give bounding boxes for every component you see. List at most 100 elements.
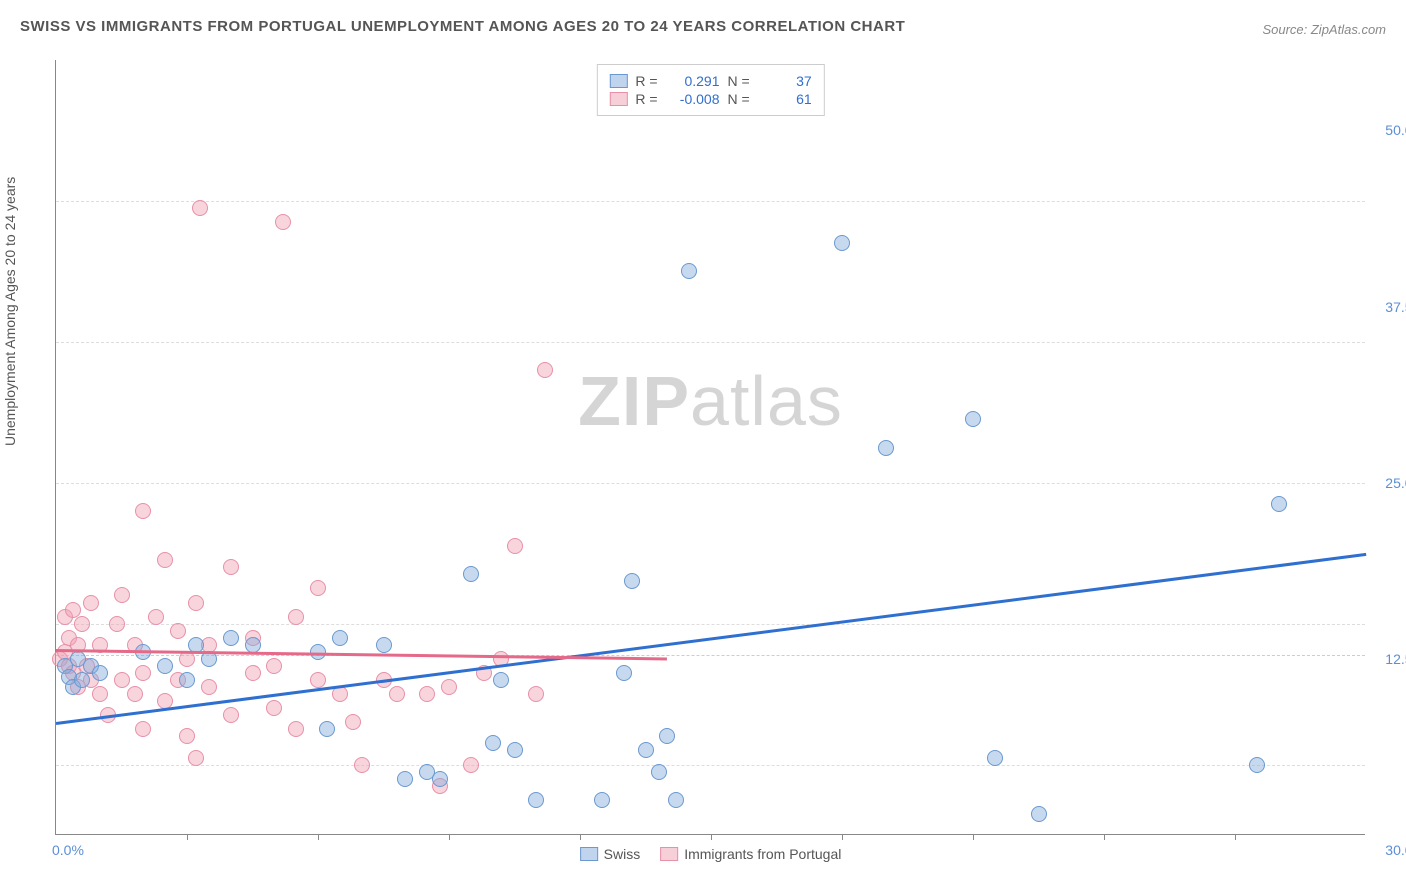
- data-point-portugal: [310, 672, 326, 688]
- data-point-portugal: [135, 665, 151, 681]
- data-point-swiss: [594, 792, 610, 808]
- n-label: N =: [728, 91, 750, 107]
- r-label: R =: [635, 73, 657, 89]
- data-point-portugal: [188, 595, 204, 611]
- y-tick-label: 12.5%: [1385, 651, 1406, 667]
- x-tick-mark: [449, 834, 450, 840]
- data-point-portugal: [109, 616, 125, 632]
- n-label: N =: [728, 73, 750, 89]
- data-point-portugal: [310, 580, 326, 596]
- x-tick-mark: [1104, 834, 1105, 840]
- x-tick-mark: [580, 834, 581, 840]
- data-point-portugal: [528, 686, 544, 702]
- data-point-swiss: [463, 566, 479, 582]
- data-point-swiss: [878, 440, 894, 456]
- grid-line: [56, 765, 1365, 766]
- x-tick-mark: [842, 834, 843, 840]
- legend-label-swiss: Swiss: [604, 846, 641, 862]
- data-point-portugal: [223, 559, 239, 575]
- data-point-portugal: [507, 538, 523, 554]
- data-point-swiss: [74, 672, 90, 688]
- data-point-swiss: [179, 672, 195, 688]
- data-point-portugal: [114, 587, 130, 603]
- data-point-portugal: [83, 595, 99, 611]
- data-point-swiss: [507, 742, 523, 758]
- correlation-legend: R = 0.291 N = 37 R = -0.008 N = 61: [596, 64, 824, 116]
- data-point-portugal: [419, 686, 435, 702]
- data-point-swiss: [1271, 496, 1287, 512]
- grid-line: [56, 624, 1365, 625]
- data-point-swiss: [157, 658, 173, 674]
- watermark-atlas: atlas: [690, 362, 843, 440]
- data-point-swiss: [397, 771, 413, 787]
- swatch-portugal: [660, 847, 678, 861]
- data-point-portugal: [266, 700, 282, 716]
- data-point-portugal: [345, 714, 361, 730]
- data-point-portugal: [288, 721, 304, 737]
- swatch-portugal: [609, 92, 627, 106]
- data-point-swiss: [616, 665, 632, 681]
- data-point-portugal: [201, 679, 217, 695]
- data-point-swiss: [965, 411, 981, 427]
- x-tick-mark: [1235, 834, 1236, 840]
- swatch-swiss: [580, 847, 598, 861]
- swiss-r-value: 0.291: [666, 73, 720, 89]
- data-point-swiss: [376, 637, 392, 653]
- data-point-portugal: [157, 552, 173, 568]
- portugal-n-value: 61: [758, 91, 812, 107]
- data-point-portugal: [223, 707, 239, 723]
- legend-label-portugal: Immigrants from Portugal: [684, 846, 841, 862]
- series-legend: Swiss Immigrants from Portugal: [580, 846, 842, 862]
- x-tick-mark: [318, 834, 319, 840]
- grid-line: [56, 201, 1365, 202]
- data-point-swiss: [1249, 757, 1265, 773]
- data-point-portugal: [188, 750, 204, 766]
- data-point-portugal: [127, 686, 143, 702]
- data-point-swiss: [659, 728, 675, 744]
- data-point-portugal: [354, 757, 370, 773]
- legend-row-portugal: R = -0.008 N = 61: [609, 91, 811, 107]
- data-point-portugal: [441, 679, 457, 695]
- y-tick-label: 25.0%: [1385, 475, 1406, 491]
- plot-area: ZIPatlas R = 0.291 N = 37 R = -0.008 N =…: [55, 60, 1365, 835]
- data-point-portugal: [275, 214, 291, 230]
- x-tick-mark: [973, 834, 974, 840]
- portugal-r-value: -0.008: [666, 91, 720, 107]
- data-point-portugal: [148, 609, 164, 625]
- x-tick-mark: [187, 834, 188, 840]
- data-point-swiss: [681, 263, 697, 279]
- r-label: R =: [635, 91, 657, 107]
- data-point-swiss: [651, 764, 667, 780]
- data-point-portugal: [389, 686, 405, 702]
- watermark-zip: ZIP: [578, 362, 690, 440]
- data-point-portugal: [74, 616, 90, 632]
- swatch-swiss: [609, 74, 627, 88]
- data-point-swiss: [493, 672, 509, 688]
- data-point-swiss: [624, 573, 640, 589]
- data-point-swiss: [319, 721, 335, 737]
- data-point-portugal: [288, 609, 304, 625]
- grid-line: [56, 342, 1365, 343]
- data-point-swiss: [332, 630, 348, 646]
- watermark: ZIPatlas: [578, 361, 843, 441]
- data-point-swiss: [485, 735, 501, 751]
- data-point-portugal: [114, 672, 130, 688]
- data-point-swiss: [834, 235, 850, 251]
- data-point-portugal: [179, 728, 195, 744]
- legend-item-portugal: Immigrants from Portugal: [660, 846, 841, 862]
- data-point-swiss: [1031, 806, 1047, 822]
- data-point-portugal: [135, 721, 151, 737]
- legend-row-swiss: R = 0.291 N = 37: [609, 73, 811, 89]
- data-point-portugal: [245, 665, 261, 681]
- data-point-swiss: [668, 792, 684, 808]
- chart-frame: ZIPatlas R = 0.291 N = 37 R = -0.008 N =…: [55, 60, 1365, 835]
- data-point-swiss: [638, 742, 654, 758]
- data-point-swiss: [245, 637, 261, 653]
- x-tick-max: 30.0%: [1385, 842, 1406, 858]
- data-point-swiss: [987, 750, 1003, 766]
- data-point-portugal: [192, 200, 208, 216]
- data-point-portugal: [537, 362, 553, 378]
- data-point-swiss: [432, 771, 448, 787]
- y-tick-label: 50.0%: [1385, 122, 1406, 138]
- data-point-portugal: [170, 623, 186, 639]
